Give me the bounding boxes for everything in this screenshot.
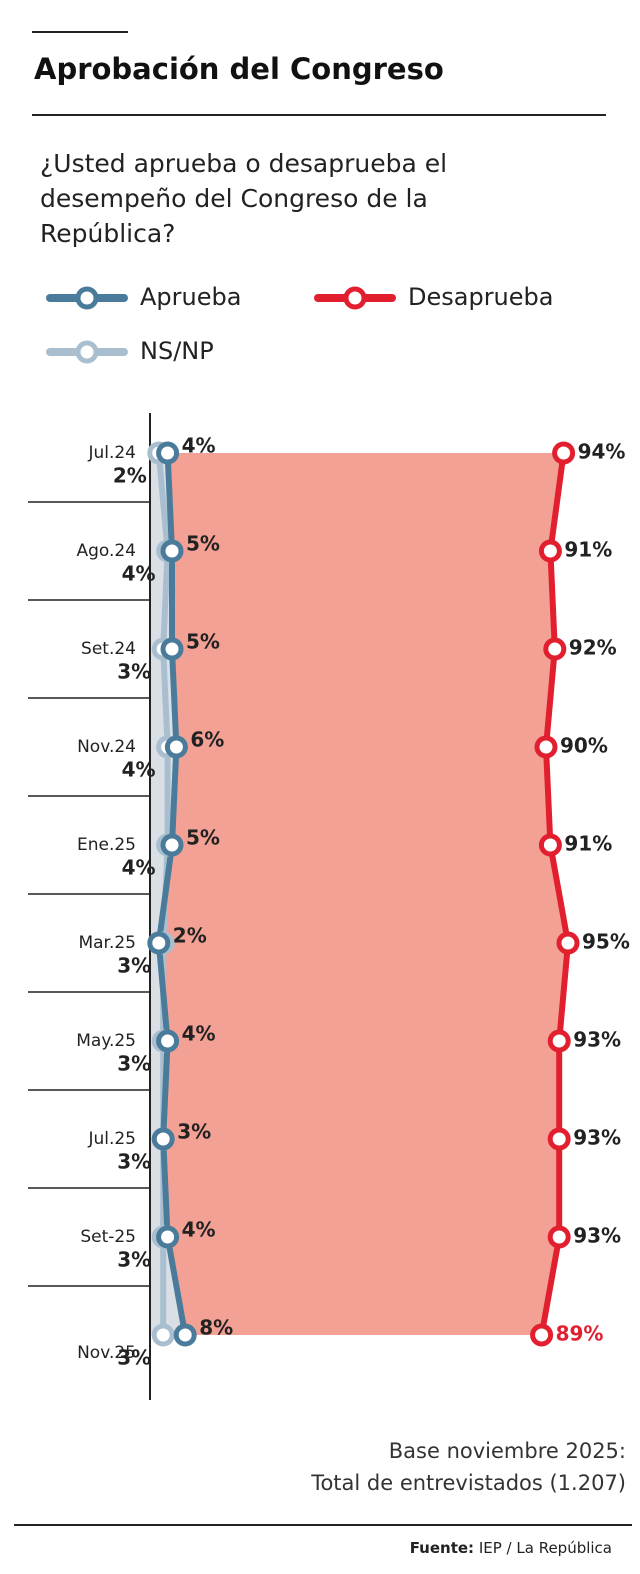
value-label: 93% [573,1126,621,1150]
value-label: 3% [117,1150,151,1174]
value-label: 92% [569,636,617,660]
chart-title: Aprobación del Congreso [34,52,444,86]
category-label: Jul.25 [87,1129,136,1149]
series-line [538,452,571,1336]
subtitle-line: República? [40,219,175,248]
approve-band [150,453,186,1335]
value-label: 3% [117,1248,151,1272]
value-label: 4% [182,1022,216,1046]
category-label: Set-25 [80,1227,136,1247]
point-marker [547,1127,571,1151]
value-label: 4% [122,856,156,880]
subtitle-line: ¿Usted aprueba o desaprueba el [40,149,447,178]
point-marker [160,637,184,661]
category-label: May.25 [76,1031,136,1051]
value-label: 91% [564,538,612,562]
point-marker [160,833,184,857]
legend-marker [75,286,99,310]
value-label: 2% [173,924,207,948]
value-label: 4% [122,758,156,782]
value-label: 4% [182,1218,216,1242]
point-marker [534,735,558,759]
point-marker [164,735,188,759]
subtitle-line: desempeño del Congreso de la [40,184,428,213]
disapprove-band [158,453,569,1335]
value-label: 90% [560,734,608,758]
legend-marker [343,286,367,310]
value-label: 4% [122,562,156,586]
value-label: 2% [113,464,147,488]
point-marker [147,931,171,955]
value-label: 93% [573,1224,621,1248]
point-marker [552,441,576,465]
legend-label: Desaprueba [408,283,553,311]
value-label: 5% [186,826,220,850]
point-marker [556,931,580,955]
value-label: 8% [199,1316,233,1340]
note: Base noviembre 2025: [389,1439,626,1463]
value-label: 3% [117,1346,151,1370]
point-marker [160,539,184,563]
value-label: 3% [117,1052,151,1076]
category-label: Mar.25 [78,933,136,953]
value-label: 94% [578,440,626,464]
value-label: 95% [582,930,630,954]
category-label: Ene.25 [77,835,136,855]
value-label: 93% [573,1028,621,1052]
point-marker [173,1323,197,1347]
point-marker [156,1029,180,1053]
point-marker [538,833,562,857]
series-line [155,452,189,1336]
source: Fuente: IEP / La República [410,1539,612,1557]
point-marker [538,539,562,563]
point-marker [156,441,180,465]
category-label: Jul.24 [87,443,136,463]
point-marker [151,1323,175,1347]
note: Total de entrevistados (1.207) [310,1471,626,1495]
category-label: Set.24 [81,639,136,659]
point-marker [547,1029,571,1053]
legend-marker [75,340,99,364]
source-label: Fuente: [410,1539,474,1557]
category-label: Nov.25 [77,1343,136,1363]
value-label: 91% [564,832,612,856]
value-label: 89% [556,1322,604,1346]
value-label: 3% [117,954,151,978]
point-marker [151,1127,175,1151]
value-label: 3% [177,1120,211,1144]
point-marker [547,1225,571,1249]
point-marker [530,1323,554,1347]
value-label: 5% [186,532,220,556]
value-label: 5% [186,630,220,654]
category-label: Ago.24 [76,541,136,561]
point-marker [156,1225,180,1249]
legend-label: NS/NP [140,337,214,365]
source-text: IEP / La República [479,1539,612,1557]
value-label: 4% [182,434,216,458]
point-marker [543,637,567,661]
value-label: 3% [117,660,151,684]
value-label: 6% [190,728,224,752]
category-label: Nov.24 [77,737,136,757]
legend-label: Aprueba [140,283,241,311]
